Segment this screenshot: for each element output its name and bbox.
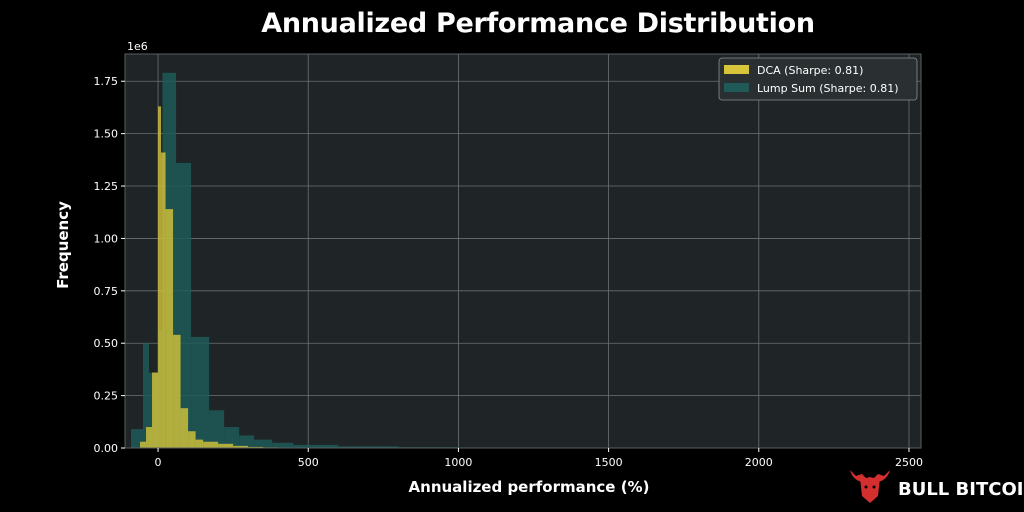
dca-bar — [248, 446, 264, 448]
y-axis-label: Frequency — [54, 201, 72, 289]
lump-sum-bar — [254, 439, 273, 448]
lump-sum-bar — [209, 410, 225, 448]
plot-frame — [124, 53, 922, 449]
legend-swatch-lump-sum — [724, 83, 749, 92]
legend-swatch-dca — [724, 65, 749, 74]
legend-label-lump-sum: Lump Sum (Sharpe: 0.81) — [757, 82, 899, 95]
dca-bar — [158, 106, 162, 448]
dca-bar — [152, 372, 159, 448]
x-tick-label: 1000 — [444, 456, 472, 469]
x-tick-label: 500 — [298, 456, 319, 469]
y-tick-label: 1.50 — [94, 128, 119, 141]
lump-sum-bar — [191, 336, 210, 448]
x-tick-label: 1500 — [595, 456, 623, 469]
lump-sum-bar — [143, 343, 150, 448]
x-tick-label: 0 — [155, 456, 162, 469]
dca-bar — [203, 441, 219, 448]
y-multiplier-label: 1e6 — [127, 40, 148, 53]
y-tick-label: 0.50 — [94, 337, 119, 350]
lump-sum-bar — [272, 442, 294, 448]
bull-head-icon — [850, 470, 890, 503]
dca-bar — [165, 209, 174, 448]
legend: DCA (Sharpe: 0.81) Lump Sum (Sharpe: 0.8… — [718, 57, 918, 101]
dca-bar — [218, 443, 234, 448]
brand-logo: BULL BITCOIN — [850, 470, 1024, 503]
y-tick-label: 1.25 — [94, 180, 119, 193]
x-tick-label: 2000 — [745, 456, 773, 469]
y-tick-label: 1.75 — [94, 75, 119, 88]
x-axis-label: Annualized performance (%) — [409, 478, 650, 496]
brand-name: BULL BITCOIN — [898, 479, 1024, 500]
y-tick-label: 0.00 — [94, 442, 119, 455]
dca-bar — [180, 408, 189, 448]
lump-sum-bar — [338, 446, 399, 448]
axis-ticks: 0 500 1000 1500 2000 2500 0.00 0.25 0.50 0.75 1.00… — [94, 75, 923, 469]
lump-sum-bar — [239, 435, 255, 448]
y-tick-label: 0.25 — [94, 390, 119, 403]
x-tick-label: 2500 — [895, 456, 923, 469]
dca-bar — [140, 441, 147, 448]
y-tick-label: 0.75 — [94, 285, 119, 298]
dca-bar — [146, 427, 153, 448]
dca-bar — [188, 431, 196, 448]
legend-label-dca: DCA (Sharpe: 0.81) — [757, 64, 863, 77]
legend-box — [718, 57, 918, 101]
plot-area — [125, 54, 921, 448]
series-dca — [140, 106, 309, 448]
dca-bar — [195, 439, 204, 448]
dca-bar — [161, 152, 166, 448]
lump-sum-bar — [224, 427, 240, 448]
histogram-bars — [131, 72, 894, 449]
dca-bar — [173, 334, 181, 448]
lump-sum-bar — [293, 444, 339, 448]
chart-title: Annualized Performance Distribution — [261, 8, 815, 39]
dca-bar — [233, 445, 249, 448]
y-tick-label: 1.00 — [94, 232, 119, 245]
